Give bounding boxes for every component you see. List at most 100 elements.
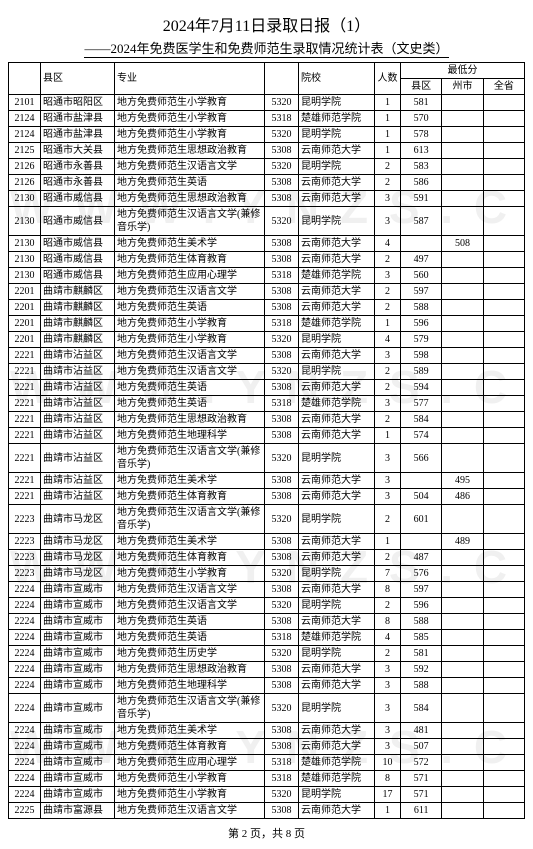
cell-code: 2130 — [9, 268, 41, 284]
cell-school: 昆明学院 — [299, 95, 375, 111]
cell-scode: 5308 — [265, 284, 299, 300]
cell-s3 — [483, 662, 524, 678]
cell-s2 — [442, 598, 483, 614]
cell-code: 2201 — [9, 284, 41, 300]
cell-county: 曲靖市宣威市 — [41, 755, 115, 771]
cell-num: 3 — [375, 473, 401, 489]
table-row: 2224曲靖市宣威市地方免费师范生英语5308云南师范大学8588 — [9, 614, 525, 630]
cell-county: 曲靖市沾益区 — [41, 444, 115, 473]
cell-num: 4 — [375, 630, 401, 646]
cell-s1: 588 — [401, 678, 442, 694]
cell-county: 曲靖市宣威市 — [41, 694, 115, 723]
cell-s1: 596 — [401, 598, 442, 614]
cell-s2 — [442, 803, 483, 819]
cell-s1: 574 — [401, 428, 442, 444]
cell-scode: 5318 — [265, 111, 299, 127]
cell-s1 — [401, 473, 442, 489]
cell-code: 2201 — [9, 316, 41, 332]
table-row: 2224曲靖市宣威市地方免费师范生英语5318楚雄师范学院4585 — [9, 630, 525, 646]
cell-county: 昭通市盐津县 — [41, 111, 115, 127]
cell-s1: 611 — [401, 803, 442, 819]
cell-code: 2126 — [9, 175, 41, 191]
cell-scode: 5318 — [265, 316, 299, 332]
table-row: 2225曲靖市富源县地方免费师范生汉语言文学5308云南师范大学1611 — [9, 803, 525, 819]
cell-county: 昭通市永善县 — [41, 175, 115, 191]
cell-num: 3 — [375, 694, 401, 723]
cell-s1: 586 — [401, 175, 442, 191]
cell-county: 曲靖市沾益区 — [41, 364, 115, 380]
col-head-s3: 全省 — [483, 79, 524, 95]
cell-code: 2224 — [9, 694, 41, 723]
cell-num: 2 — [375, 252, 401, 268]
cell-scode: 5318 — [265, 771, 299, 787]
cell-s2 — [442, 159, 483, 175]
cell-s3 — [483, 505, 524, 534]
col-head-school: 院校 — [299, 63, 375, 95]
cell-num: 1 — [375, 95, 401, 111]
cell-county: 昭通市威信县 — [41, 268, 115, 284]
cell-s3 — [483, 380, 524, 396]
table-row: 2221曲靖市沾益区地方免费师范生汉语言文学5320昆明学院2589 — [9, 364, 525, 380]
cell-major: 地方免费师范生汉语言文学 — [115, 364, 265, 380]
cell-code: 2224 — [9, 630, 41, 646]
cell-county: 曲靖市宣威市 — [41, 598, 115, 614]
table-row: 2201曲靖市麒麟区地方免费师范生小学教育5320昆明学院4579 — [9, 332, 525, 348]
cell-major: 地方免费师范生美术学 — [115, 473, 265, 489]
cell-s3 — [483, 396, 524, 412]
col-head-s2: 州市 — [442, 79, 483, 95]
cell-school: 昆明学院 — [299, 127, 375, 143]
table-row: 2224曲靖市宣威市地方免费师范生美术学5308云南师范大学3481 — [9, 723, 525, 739]
cell-scode: 5308 — [265, 348, 299, 364]
cell-county: 曲靖市马龙区 — [41, 566, 115, 582]
cell-scode: 5320 — [265, 159, 299, 175]
cell-major: 地方免费师范生英语 — [115, 396, 265, 412]
cell-school: 昆明学院 — [299, 598, 375, 614]
cell-s1: 613 — [401, 143, 442, 159]
cell-s3 — [483, 159, 524, 175]
cell-num: 1 — [375, 534, 401, 550]
cell-scode: 5308 — [265, 739, 299, 755]
cell-s2 — [442, 380, 483, 396]
cell-scode: 5308 — [265, 300, 299, 316]
cell-code: 2224 — [9, 646, 41, 662]
cell-scode: 5318 — [265, 755, 299, 771]
cell-s2 — [442, 550, 483, 566]
cell-county: 曲靖市马龙区 — [41, 505, 115, 534]
cell-s1: 571 — [401, 787, 442, 803]
cell-scode: 5308 — [265, 662, 299, 678]
cell-s1: 576 — [401, 566, 442, 582]
table-row: 2223曲靖市马龙区地方免费师范生美术学5308云南师范大学1489 — [9, 534, 525, 550]
table-row: 2224曲靖市宣威市地方免费师范生思想政治教育5308云南师范大学3592 — [9, 662, 525, 678]
cell-s2 — [442, 787, 483, 803]
cell-s3 — [483, 428, 524, 444]
table-row: 2224曲靖市宣威市地方免费师范生汉语言文学5320昆明学院2596 — [9, 598, 525, 614]
cell-s1: 587 — [401, 207, 442, 236]
cell-s3 — [483, 127, 524, 143]
cell-major: 地方免费师范生汉语言文学 — [115, 159, 265, 175]
cell-scode: 5308 — [265, 678, 299, 694]
cell-s2 — [442, 332, 483, 348]
cell-school: 昆明学院 — [299, 364, 375, 380]
cell-county: 曲靖市宣威市 — [41, 787, 115, 803]
table-row: 2224曲靖市宣威市地方免费师范生小学教育5318楚雄师范学院8571 — [9, 771, 525, 787]
cell-major: 地方免费师范生地理科学 — [115, 678, 265, 694]
table-row: 2130昭通市威信县地方免费师范生体育教育5308云南师范大学2497 — [9, 252, 525, 268]
cell-num: 2 — [375, 380, 401, 396]
cell-major: 地方免费师范生地理科学 — [115, 428, 265, 444]
cell-code: 2221 — [9, 348, 41, 364]
cell-scode: 5320 — [265, 332, 299, 348]
cell-s2 — [442, 662, 483, 678]
cell-s1: 589 — [401, 364, 442, 380]
cell-s1: 583 — [401, 159, 442, 175]
cell-school: 云南师范大学 — [299, 143, 375, 159]
cell-scode: 5308 — [265, 614, 299, 630]
cell-s1: 560 — [401, 268, 442, 284]
cell-s1: 581 — [401, 646, 442, 662]
cell-s3 — [483, 582, 524, 598]
cell-s2 — [442, 175, 483, 191]
cell-scode: 5308 — [265, 428, 299, 444]
cell-code: 2221 — [9, 412, 41, 428]
cell-code: 2130 — [9, 252, 41, 268]
cell-s2 — [442, 505, 483, 534]
cell-code: 2224 — [9, 739, 41, 755]
